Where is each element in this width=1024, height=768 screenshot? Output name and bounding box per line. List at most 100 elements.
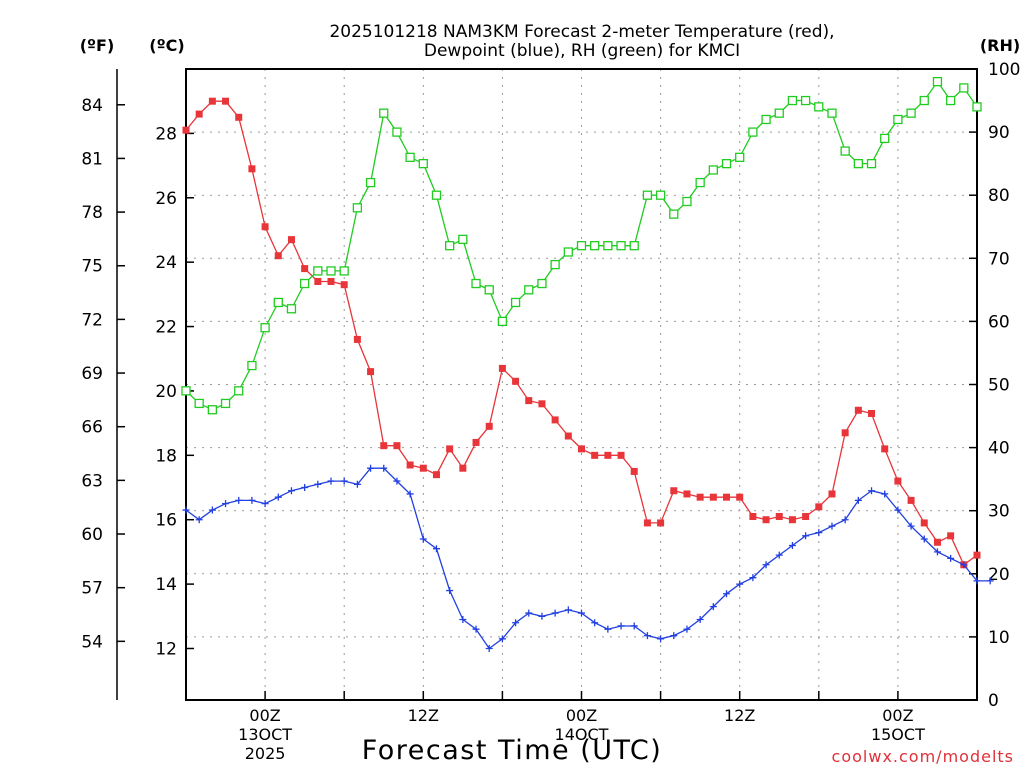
dewpoint-point — [512, 619, 520, 627]
fahrenheit-tick-label: 54 — [81, 632, 103, 652]
2-meter-temperature-point — [591, 451, 599, 459]
rh-point — [721, 158, 732, 169]
rh-unit-label: (RH) — [980, 36, 1020, 55]
celsius-tick-label: 26 — [155, 189, 177, 209]
rh-point — [655, 190, 666, 200]
dewpoint-point — [538, 612, 546, 620]
2-meter-temperature-point — [802, 512, 810, 520]
x-tick-label-date: 13OCT — [238, 725, 292, 744]
rh-point — [352, 203, 363, 213]
dewpoint-point — [947, 554, 955, 562]
celsius-tick-label: 18 — [155, 446, 177, 466]
2-meter-temperature-point — [617, 451, 625, 459]
celsius-tick-label: 24 — [155, 253, 177, 273]
rh-point — [471, 278, 481, 289]
2-meter-temperature-point — [894, 477, 902, 485]
rh-point — [642, 190, 653, 200]
fahrenheit-tick-label: 84 — [81, 96, 103, 116]
2-meter-temperature-point — [709, 493, 717, 501]
2-meter-temperature-series — [182, 97, 981, 569]
2-meter-temperature-point — [248, 165, 256, 173]
x-tick-label: 00Z — [882, 706, 913, 725]
2-meter-temperature-point — [182, 126, 190, 134]
2-meter-temperature-point — [696, 493, 704, 501]
2-meter-temperature-point — [195, 110, 203, 118]
dewpoint-point — [446, 587, 454, 595]
rh-point — [392, 127, 402, 137]
dewpoint-point — [868, 487, 876, 495]
rh-point — [576, 241, 587, 251]
dewpoint-point — [248, 496, 256, 504]
rh-point — [550, 259, 560, 270]
x-tick-label: 12Z — [724, 706, 755, 725]
dewpoint-series — [182, 464, 994, 652]
dewpoint-point — [578, 609, 585, 617]
rh-tick-label: 90 — [988, 123, 1010, 143]
rh-point — [787, 95, 798, 106]
fahrenheit-tick-label: 78 — [81, 203, 103, 223]
rh-point — [207, 405, 218, 415]
2-meter-temperature-point — [538, 400, 546, 408]
dewpoint-point — [907, 522, 915, 530]
dewpoint-point — [670, 632, 678, 640]
rh-point — [365, 177, 376, 188]
rh-point — [682, 196, 692, 207]
rh-point — [603, 241, 613, 251]
x-tick-label-year: 2025 — [245, 744, 286, 763]
x-tick-label: 12Z — [408, 706, 439, 725]
2-meter-temperature-point — [274, 252, 282, 260]
2-meter-temperature-point — [973, 551, 981, 559]
rh-point — [247, 360, 257, 371]
2-meter-temperature-point — [380, 442, 388, 450]
fahrenheit-tick-label: 57 — [81, 579, 103, 599]
chart-title-line2: Dewpoint (blue), RH (green) for KMCI — [424, 41, 740, 61]
2-meter-temperature-point — [301, 265, 309, 273]
celsius-tick-label: 22 — [155, 318, 177, 338]
dewpoint-point — [881, 490, 889, 498]
rh-tick-label: 100 — [988, 60, 1020, 80]
2-meter-temperature-point — [485, 422, 493, 430]
rh-point — [932, 76, 943, 87]
dewpoint-point — [775, 551, 783, 559]
dewpoint-point — [736, 580, 744, 588]
rh-tick-label: 40 — [988, 439, 1010, 459]
fahrenheit-tick-label: 81 — [81, 149, 103, 169]
fahrenheit-tick-label: 63 — [81, 471, 103, 491]
grid-lines — [186, 69, 977, 700]
dewpoint-point — [564, 606, 572, 614]
2-meter-temperature-point — [723, 493, 731, 501]
dewpoint-point — [459, 616, 467, 624]
fahrenheit-unit-label: (ºF) — [80, 36, 115, 55]
celsius-tick-label: 28 — [155, 124, 177, 144]
rh-point — [445, 241, 455, 251]
watermark: coolwx.com/modelts — [832, 747, 1014, 766]
dewpoint-line — [185, 467, 991, 650]
2-meter-temperature-point — [393, 442, 401, 450]
dewpoint-point — [709, 603, 717, 611]
2-meter-temperature-point — [828, 490, 836, 498]
2-meter-temperature-point — [432, 471, 440, 479]
2-meter-temperature-point — [683, 490, 691, 498]
rh-tick-label: 60 — [988, 312, 1010, 332]
2-meter-temperature-point — [564, 432, 572, 440]
2-meter-temperature-point — [854, 406, 862, 414]
dewpoint-point — [472, 625, 480, 633]
rh-point — [735, 152, 745, 162]
rh-point — [194, 398, 204, 409]
2-meter-temperature-point — [235, 113, 243, 121]
2-meter-temperature-point — [749, 512, 757, 520]
2-meter-temperature-point — [670, 487, 678, 495]
dewpoint-point — [353, 480, 361, 488]
dewpoint-point — [802, 532, 810, 540]
rh-point — [273, 297, 283, 308]
rh-point — [919, 95, 929, 106]
dewpoint-point — [208, 506, 216, 514]
2-meter-temperature-point — [933, 538, 941, 546]
x-tick-label-date: 15OCT — [871, 725, 925, 744]
rh-point — [537, 278, 547, 289]
dewpoint-point — [485, 644, 493, 652]
rh-point — [708, 165, 718, 175]
rh-point — [379, 108, 389, 118]
2-meter-temperature-point — [736, 493, 744, 501]
rh-point — [234, 386, 244, 396]
